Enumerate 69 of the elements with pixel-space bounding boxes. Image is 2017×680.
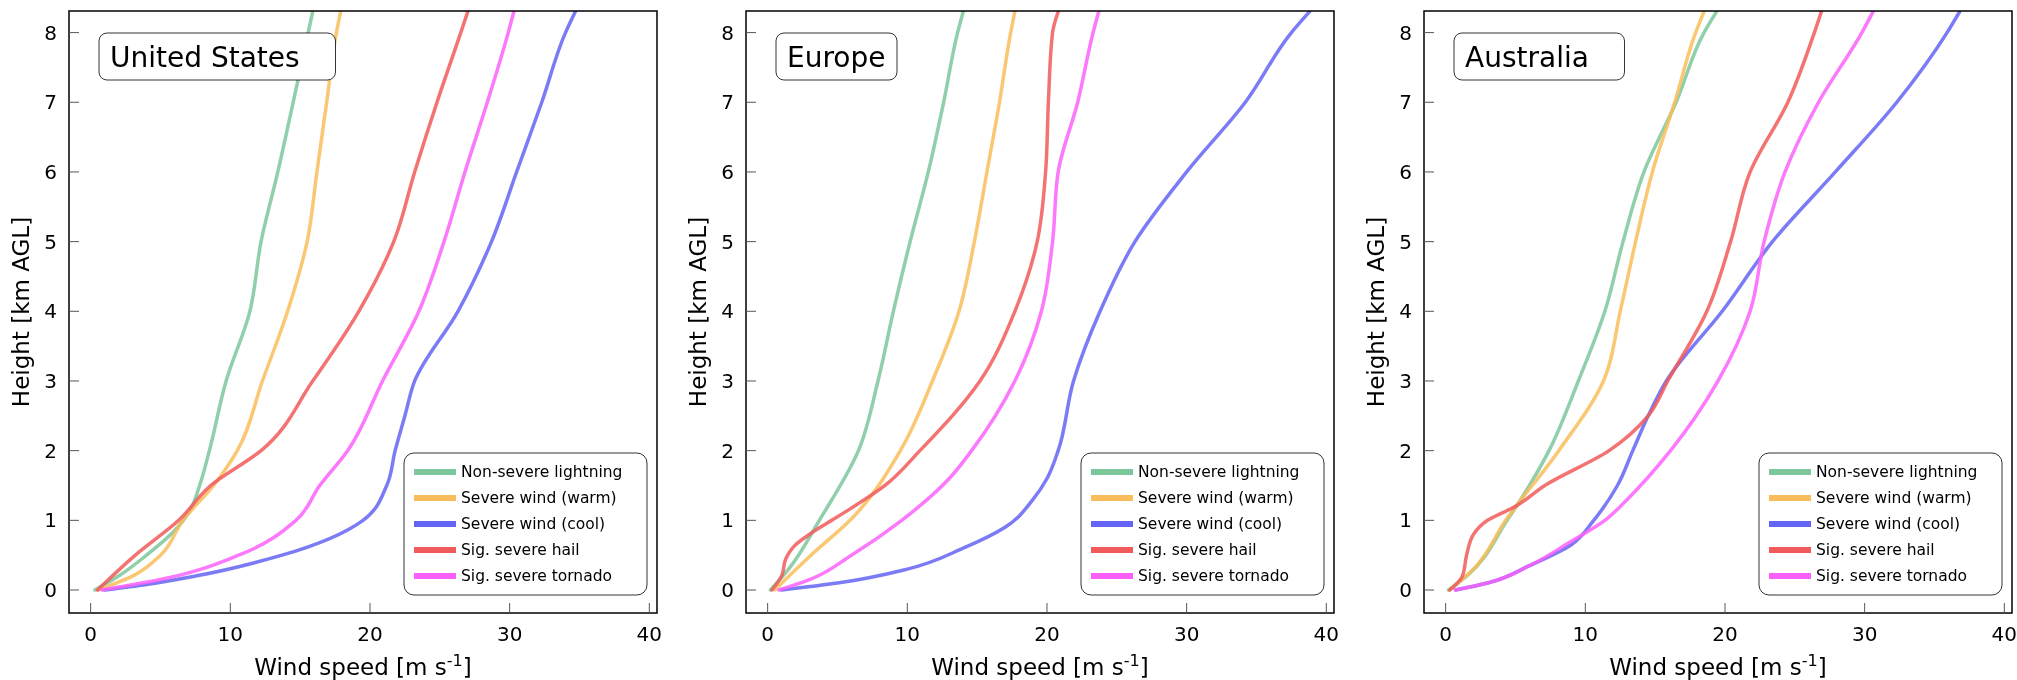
text: Europe — [787, 41, 886, 74]
y-tick-label: 3 — [721, 368, 734, 393]
x-tick-label: 40 — [636, 622, 663, 646]
x-tick-label: 10 — [1572, 622, 1599, 646]
y-tick-label: 3 — [1399, 368, 1412, 393]
y-tick-label: 1 — [44, 508, 57, 533]
y-tick-label: 7 — [44, 90, 57, 115]
x-tick-label: 0 — [1439, 622, 1453, 646]
y-tick-label: 8 — [721, 20, 734, 45]
x-axis-title: Wind speed [m s$^{-1}$] — [254, 650, 472, 680]
x-tick-label: 30 — [496, 622, 523, 646]
x-tick-label: 0 — [84, 622, 98, 646]
legend-label: Sig. severe hail — [461, 541, 580, 560]
y-tick-label: 5 — [1399, 229, 1412, 254]
y-tick-label: 7 — [721, 90, 734, 115]
y-tick-label: 6 — [1399, 159, 1412, 184]
y-tick-label: 4 — [721, 299, 734, 324]
x-axis-title: Wind speed [m s$^{-1}$] — [931, 650, 1149, 680]
x-tick-label: 10 — [217, 622, 244, 646]
y-tick-label: 2 — [1399, 438, 1412, 463]
legend-label: Severe wind (warm) — [1138, 489, 1294, 508]
text: Australia — [1465, 41, 1589, 74]
legend-label: Severe wind (warm) — [1816, 489, 1972, 508]
x-axis-title: Wind speed [m s$^{-1}$] — [1609, 650, 1827, 680]
y-tick-label: 8 — [1399, 20, 1412, 45]
legend-label: Sig. severe tornado — [1138, 567, 1289, 586]
legend-label: Non-severe lightning — [1816, 463, 1978, 482]
legend-label: Severe wind (cool) — [1816, 515, 1961, 534]
y-tick-label: 0 — [1399, 578, 1412, 603]
y-tick-label: 0 — [44, 578, 57, 603]
x-tick-label: 10 — [894, 622, 921, 646]
x-tick-label: 20 — [1712, 622, 1738, 646]
legend-label: Sig. severe hail — [1816, 541, 1935, 560]
legend-label: Severe wind (cool) — [1138, 515, 1283, 534]
legend-label: Sig. severe tornado — [461, 567, 612, 586]
x-tick-label: 30 — [1851, 622, 1878, 646]
y-tick-label: 3 — [44, 368, 57, 393]
x-tick-label: 0 — [761, 622, 775, 646]
y-axis-title: Height [km AGL] — [8, 216, 34, 408]
y-tick-label: 7 — [1399, 90, 1412, 115]
text: United States — [110, 41, 300, 74]
y-tick-label: 5 — [44, 229, 57, 254]
legend-label: Non-severe lightning — [1138, 463, 1300, 482]
legend-label: Severe wind (cool) — [461, 515, 606, 534]
y-tick-label: 4 — [1399, 299, 1412, 324]
y-tick-label: 8 — [44, 20, 57, 45]
x-tick-label: 20 — [1034, 622, 1060, 646]
x-tick-label: 30 — [1173, 622, 1200, 646]
x-tick-label: 20 — [357, 622, 383, 646]
y-tick-label: 4 — [44, 299, 57, 324]
y-axis-title: Height [km AGL] — [1363, 216, 1389, 408]
legend-label: Sig. severe hail — [1138, 541, 1257, 560]
y-tick-label: 1 — [721, 508, 734, 533]
y-axis-title: Height [km AGL] — [685, 216, 711, 408]
x-tick-label: 40 — [1991, 622, 2017, 646]
y-tick-label: 1 — [1399, 508, 1412, 533]
y-tick-label: 6 — [44, 159, 57, 184]
line-series — [768, 11, 965, 592]
line-series — [779, 11, 1312, 592]
y-tick-label: 2 — [721, 438, 734, 463]
legend-label: Severe wind (warm) — [461, 489, 617, 508]
legend-label: Sig. severe tornado — [1816, 567, 1967, 586]
line-series — [772, 11, 1017, 592]
x-tick-label: 40 — [1313, 622, 1340, 646]
y-tick-label: 5 — [721, 229, 734, 254]
legend-label: Non-severe lightning — [461, 463, 623, 482]
y-tick-label: 2 — [44, 438, 57, 463]
y-tick-label: 0 — [721, 578, 734, 603]
y-tick-label: 6 — [721, 159, 734, 184]
